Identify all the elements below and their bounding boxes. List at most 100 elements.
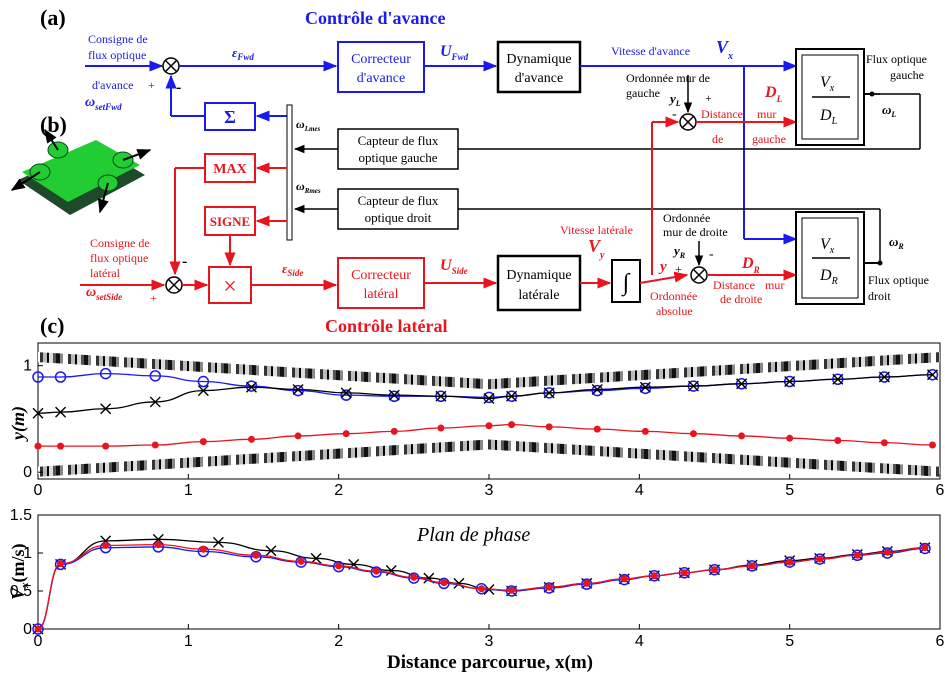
x-tick-label: 1 [184, 482, 193, 499]
data-point-cross [926, 369, 938, 381]
data-point-dot [102, 541, 110, 549]
svg-text:Dynamique: Dynamique [506, 52, 571, 67]
data-point-circle [32, 371, 44, 383]
data-point-circle [149, 370, 162, 382]
data-point-cross [388, 389, 400, 401]
x-tick-label: 2 [334, 633, 343, 650]
svg-text:ωL: ωL [882, 102, 896, 119]
svg-text:droit: droit [868, 289, 891, 303]
data-point-dot [738, 432, 746, 440]
trajectory-ylabel: y(m) [8, 406, 29, 442]
svg-text:Consigne de: Consigne de [90, 236, 150, 250]
svg-text:latéral: latéral [364, 287, 399, 302]
x-tick-label: 2 [334, 482, 343, 499]
data-point-dot [372, 567, 380, 575]
svg-text:flux optique: flux optique [88, 48, 146, 62]
lateral-dynamics-block: Dynamique latérale [496, 254, 582, 312]
panel-label-a: (a) [40, 5, 66, 30]
data-point-cross [55, 406, 67, 418]
svg-text:optique droit: optique droit [365, 210, 432, 225]
data-point-dot [816, 555, 824, 563]
data-point-dot [545, 423, 553, 431]
forward-control-title: Contrôle d'avance [305, 8, 445, 28]
svg-text:Correcteur: Correcteur [351, 52, 411, 67]
data-point-cross [832, 373, 844, 385]
svg-text:flux optique: flux optique [90, 251, 148, 265]
panel-label-b: (b) [40, 112, 67, 137]
svg-text:DL: DL [819, 107, 838, 127]
data-point-dot [199, 545, 207, 553]
y-tick-label: 1.5 [10, 507, 32, 524]
x-tick-label: 3 [485, 633, 494, 650]
max-block: MAX [204, 153, 256, 183]
right-flow-sensor-block: Capteur de flux optique droit [337, 188, 459, 230]
data-point-cross [543, 387, 555, 399]
svg-text:-: - [709, 247, 714, 262]
data-point-cross [292, 383, 304, 395]
data-point-dot [294, 432, 302, 440]
data-point-dot [834, 436, 842, 444]
data-point-cross [591, 383, 603, 395]
x-tick-label: 6 [936, 633, 945, 650]
svg-text:Flux optique: Flux optique [866, 52, 927, 66]
data-point-dot [437, 424, 445, 432]
x-tick-label: 6 [936, 482, 945, 499]
forward-speed-symbol: Vx [716, 37, 733, 62]
data-point-dot [154, 541, 162, 549]
right-flow-block: Vx DR [795, 211, 865, 305]
data-point-circle [340, 389, 352, 401]
lateral-control-title: Contrôle latéral [325, 316, 447, 336]
data-point-cross [687, 380, 699, 392]
data-point-circle [54, 558, 67, 571]
y-tick-label: 1 [23, 358, 32, 375]
omega-right-measured: ωRmes [296, 179, 321, 195]
data-point-dot [57, 560, 65, 568]
svg-text:yR: yR [672, 243, 686, 260]
svg-text:-: - [672, 107, 677, 122]
svg-text:mur de droite: mur de droite [663, 225, 728, 239]
data-point-dot [252, 551, 260, 559]
omega-left-measured: ωLmes [296, 117, 321, 133]
svg-text:Capteur de flux: Capteur de flux [358, 133, 439, 148]
forward-error-label: εFwd [232, 45, 254, 62]
data-point-circle [99, 367, 112, 380]
forward-sum-junction [162, 57, 180, 75]
velocity-chart-title: Plan de phase [416, 524, 530, 546]
svg-text:Consigne de: Consigne de [88, 32, 148, 46]
data-point-dot [477, 585, 485, 593]
lateral-speed-symbol: Vy [588, 236, 605, 261]
sign-block: SIGNE [204, 206, 256, 236]
svg-text:optique gauche: optique gauche [358, 150, 437, 165]
y-tick-label: 0 [23, 464, 32, 481]
absolute-ordinate-label: Ordonnée absolue [650, 289, 700, 318]
y-tick-label: 0 [23, 621, 32, 638]
x-tick-label: 4 [635, 482, 644, 499]
left-flow-sensor-block: Capteur de flux optique gauche [337, 128, 459, 170]
svg-text:MAX: MAX [213, 162, 246, 177]
data-point-dot [199, 438, 207, 446]
data-point-dot [748, 562, 756, 570]
data-point-dot [297, 557, 305, 565]
svg-text:gauche: gauche [890, 68, 924, 82]
svg-text:mur: mur [757, 107, 776, 121]
data-point-cross [639, 381, 651, 393]
svg-text:Correcteur: Correcteur [351, 268, 411, 283]
svg-text:∫: ∫ [621, 270, 631, 297]
svg-text:latérale: latérale [518, 288, 559, 303]
data-point-circle [54, 371, 67, 383]
svg-text:Vx: Vx [820, 236, 835, 256]
data-point-dot [853, 551, 861, 559]
svg-text:Ordonnée mur de: Ordonnée mur de [626, 71, 710, 85]
data-point-cross [435, 390, 447, 402]
data-point-circle [32, 623, 44, 635]
sigma-block: Σ [204, 102, 256, 131]
svg-text:Flux optique: Flux optique [868, 273, 929, 287]
y-tick-label: 1 [23, 545, 32, 562]
data-point-dot [880, 439, 888, 447]
left-wall-label: Ordonnée mur de gauche yL - + [626, 71, 712, 122]
data-point-cross [149, 396, 161, 408]
panel-label-c: (c) [40, 313, 64, 338]
multiplier-block: × [208, 266, 252, 304]
data-point-cross [100, 403, 112, 415]
x-tick-label: 5 [785, 482, 794, 499]
